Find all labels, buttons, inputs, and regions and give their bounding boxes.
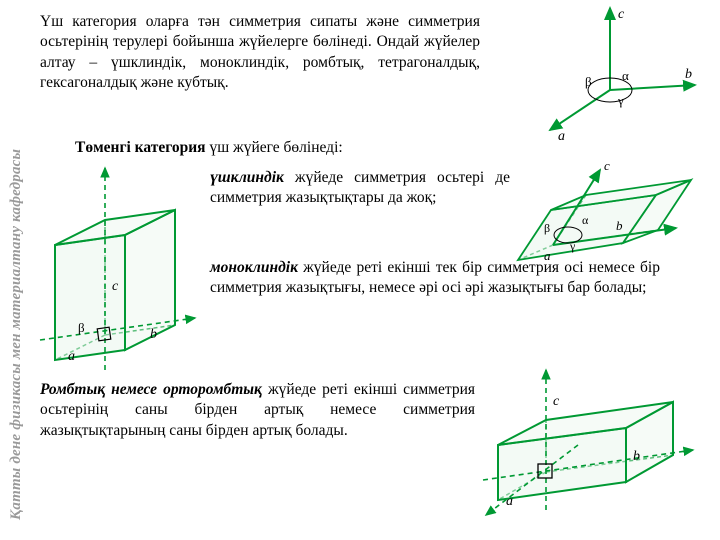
svg-text:γ: γ (569, 239, 576, 253)
svg-text:b: b (616, 218, 623, 233)
svg-text:b: b (633, 449, 640, 464)
lowcat-line: Төменгі категория үш жүйеге бөлінеді: (75, 138, 495, 158)
svg-text:β: β (585, 74, 592, 89)
monoclinic-lead: моноклиндік (210, 259, 298, 276)
rhombic-para: Ромбтық немесе орторомбтық жүйеде реті е… (40, 380, 475, 441)
svg-text:α: α (582, 213, 589, 227)
svg-text:a: a (544, 248, 551, 263)
svg-text:b: b (150, 327, 157, 342)
triclinic-para: үшклиндік жүйеде симметрия осьтері де си… (210, 168, 510, 209)
svg-text:a: a (506, 494, 513, 509)
lowcat-lead: Төменгі категория (75, 139, 206, 156)
svg-text:c: c (112, 279, 119, 294)
sidebar-department: Қатты дене физикасы мен материалтану каф… (8, 149, 25, 520)
svg-text:β: β (78, 320, 85, 335)
rhombic-lead: Ромбтық немесе орторомбтық (40, 381, 262, 398)
triclinic-lead: үшклиндік (210, 169, 284, 186)
svg-text:γ: γ (617, 93, 624, 108)
svg-text:a: a (68, 349, 75, 364)
axis-diagram: c b a β α γ (510, 0, 710, 150)
lowcat-rest: үш жүйеге бөлінеді: (206, 139, 343, 156)
svg-text:c: c (604, 158, 610, 173)
triclinic-solid: c b a β α γ (508, 140, 718, 270)
svg-text:α: α (622, 68, 629, 83)
rhombic-cuboid: c b a (478, 360, 708, 530)
svg-text:b: b (685, 67, 692, 82)
monoclinic-cuboid: c b a β (30, 160, 210, 380)
svg-text:c: c (553, 394, 560, 409)
svg-text:β: β (544, 221, 550, 235)
svg-text:c: c (618, 7, 625, 22)
intro-paragraph: Үш категория оларға тән симметрия сипаты… (40, 12, 480, 94)
